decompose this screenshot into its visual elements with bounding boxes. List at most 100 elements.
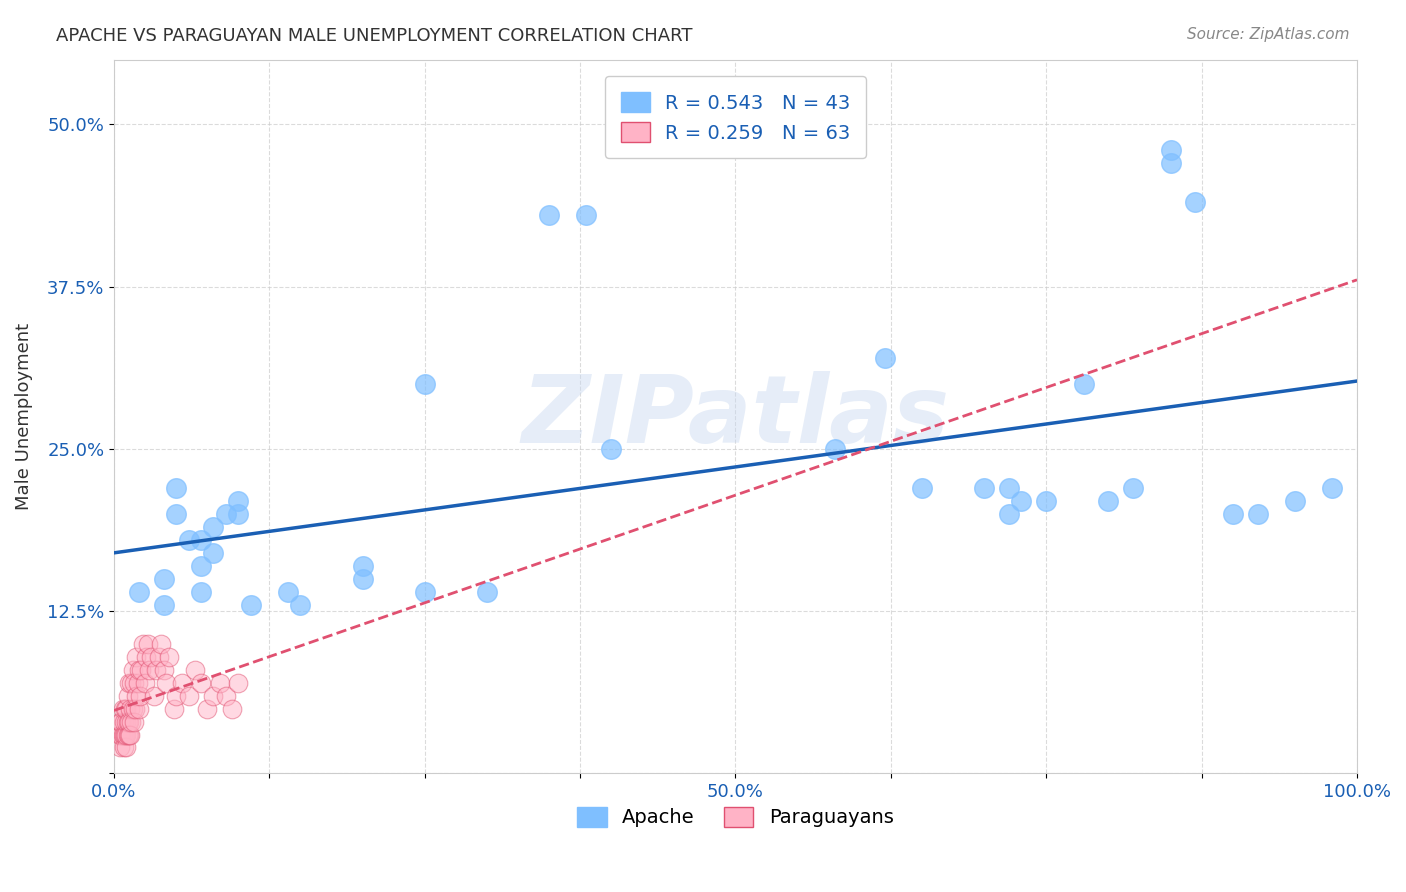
Point <box>134 675 156 690</box>
Point <box>1320 481 1343 495</box>
Point <box>190 675 212 690</box>
Point <box>202 546 225 560</box>
Point <box>352 572 374 586</box>
Point <box>1160 156 1182 170</box>
Point <box>111 701 134 715</box>
Point <box>118 714 141 729</box>
Point <box>600 442 623 456</box>
Point <box>114 727 136 741</box>
Point <box>998 481 1021 495</box>
Point <box>475 584 498 599</box>
Point <box>208 675 231 690</box>
Point <box>124 701 146 715</box>
Text: APACHE VS PARAGUAYAN MALE UNEMPLOYMENT CORRELATION CHART: APACHE VS PARAGUAYAN MALE UNEMPLOYMENT C… <box>56 27 693 45</box>
Point <box>190 558 212 573</box>
Point <box>152 598 174 612</box>
Point <box>138 663 160 677</box>
Point <box>155 675 177 690</box>
Point <box>145 663 167 677</box>
Point <box>128 663 150 677</box>
Point <box>128 701 150 715</box>
Point <box>118 675 141 690</box>
Point <box>122 714 145 729</box>
Point <box>352 558 374 573</box>
Point <box>112 727 135 741</box>
Point <box>215 689 238 703</box>
Point <box>413 377 436 392</box>
Point <box>135 649 157 664</box>
Point <box>141 649 163 664</box>
Point <box>125 689 148 703</box>
Point <box>115 714 138 729</box>
Point <box>1222 507 1244 521</box>
Point <box>873 351 896 365</box>
Point <box>122 675 145 690</box>
Legend: Apache, Paraguayans: Apache, Paraguayans <box>569 799 901 835</box>
Point <box>127 675 149 690</box>
Point <box>277 584 299 599</box>
Point <box>121 701 143 715</box>
Point <box>114 701 136 715</box>
Text: Source: ZipAtlas.com: Source: ZipAtlas.com <box>1187 27 1350 42</box>
Point <box>911 481 934 495</box>
Point <box>125 649 148 664</box>
Point <box>226 507 249 521</box>
Point <box>195 701 218 715</box>
Point <box>115 740 138 755</box>
Point <box>1035 494 1057 508</box>
Point <box>290 598 312 612</box>
Point <box>998 507 1021 521</box>
Point <box>131 663 153 677</box>
Point <box>108 740 131 755</box>
Point <box>115 727 138 741</box>
Point <box>973 481 995 495</box>
Point <box>215 507 238 521</box>
Point <box>202 689 225 703</box>
Point <box>221 701 243 715</box>
Point <box>110 714 132 729</box>
Point <box>184 663 207 677</box>
Point <box>110 727 132 741</box>
Point <box>129 689 152 703</box>
Point <box>150 637 173 651</box>
Point <box>239 598 262 612</box>
Y-axis label: Male Unemployment: Male Unemployment <box>15 323 32 510</box>
Point <box>177 689 200 703</box>
Point <box>142 689 165 703</box>
Point <box>1010 494 1032 508</box>
Point <box>117 689 139 703</box>
Point <box>157 649 180 664</box>
Point <box>165 507 187 521</box>
Point <box>148 649 170 664</box>
Point <box>120 727 142 741</box>
Point <box>120 701 142 715</box>
Point <box>112 740 135 755</box>
Point <box>108 727 131 741</box>
Point <box>131 637 153 651</box>
Point <box>1122 481 1144 495</box>
Point <box>117 714 139 729</box>
Point <box>111 727 134 741</box>
Point <box>165 689 187 703</box>
Point <box>226 494 249 508</box>
Point <box>1184 195 1206 210</box>
Point <box>117 727 139 741</box>
Point <box>136 637 159 651</box>
Point <box>1160 144 1182 158</box>
Point <box>115 701 138 715</box>
Point <box>190 533 212 547</box>
Point <box>537 208 560 222</box>
Point <box>824 442 846 456</box>
Point <box>226 675 249 690</box>
Point <box>1073 377 1095 392</box>
Point <box>120 714 142 729</box>
Point <box>118 727 141 741</box>
Point <box>152 663 174 677</box>
Point <box>121 663 143 677</box>
Point <box>190 584 212 599</box>
Point <box>172 675 194 690</box>
Point <box>128 584 150 599</box>
Point <box>413 584 436 599</box>
Point <box>1284 494 1306 508</box>
Point <box>152 572 174 586</box>
